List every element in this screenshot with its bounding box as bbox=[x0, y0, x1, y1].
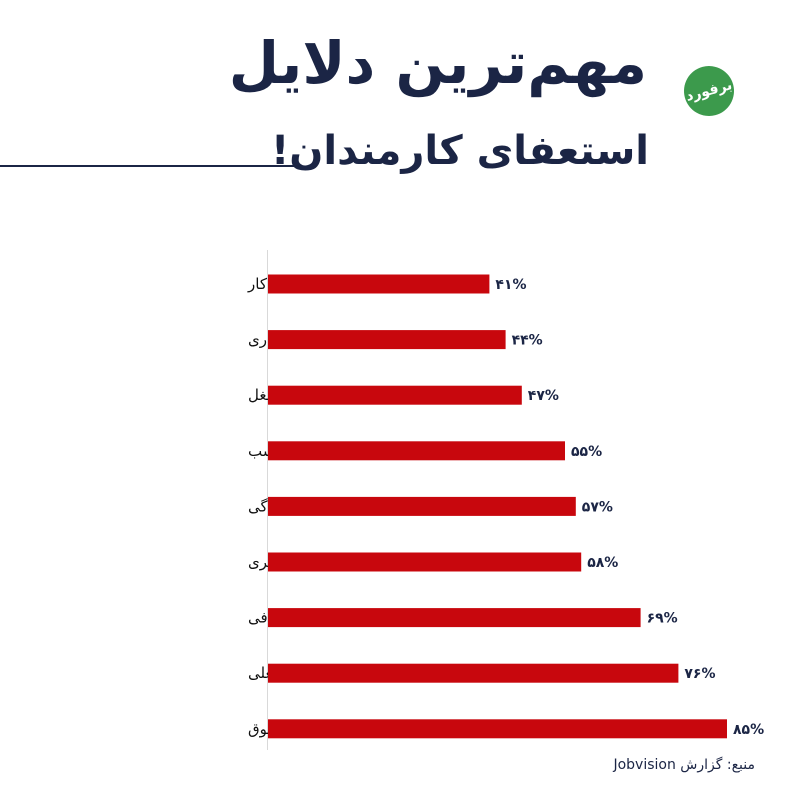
value-label: ۵۵% bbox=[571, 444, 602, 460]
value-label: ۵۷% bbox=[582, 499, 613, 515]
chart-title-line2: استعفای کارمندان! bbox=[271, 128, 649, 174]
bar bbox=[268, 274, 490, 294]
bar bbox=[268, 663, 679, 683]
value-label: ۶۹% bbox=[647, 611, 678, 627]
bar bbox=[268, 608, 641, 628]
value-label: ۷۶% bbox=[684, 666, 715, 682]
title-underline bbox=[0, 165, 300, 167]
source-note: منبع: گزارش Jobvision bbox=[613, 757, 755, 773]
value-label: ۴۴% bbox=[512, 333, 543, 349]
value-label: ۵۸% bbox=[587, 555, 618, 571]
bar bbox=[268, 719, 727, 739]
bar bbox=[268, 496, 576, 516]
bar bbox=[268, 330, 506, 350]
bar bbox=[268, 552, 582, 572]
value-label: ۸۵% bbox=[733, 722, 764, 738]
value-label: ۴۷% bbox=[528, 388, 559, 404]
value-label: ۴۱% bbox=[495, 277, 526, 293]
bar bbox=[268, 441, 565, 461]
chart-title-line1: مهم‌ترین دلایل bbox=[228, 29, 647, 97]
bar bbox=[268, 385, 522, 405]
